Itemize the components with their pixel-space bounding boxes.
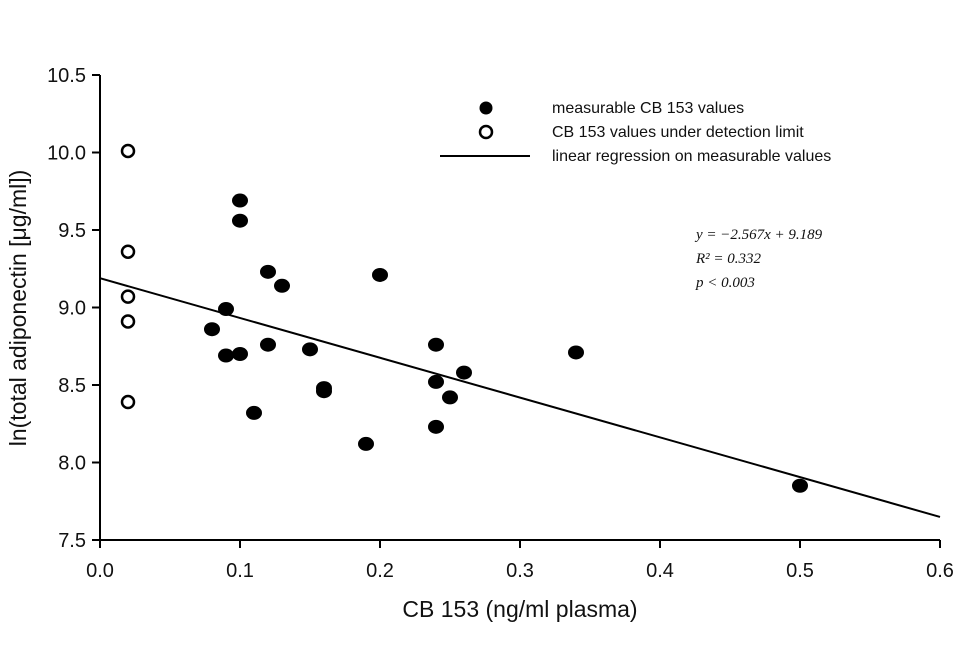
data-point-measurable bbox=[456, 365, 472, 380]
data-point-measurable bbox=[260, 264, 276, 279]
x-tick-label: 0.4 bbox=[646, 560, 674, 582]
legend-label-regression: linear regression on measurable values bbox=[552, 148, 831, 165]
x-tick-label: 0.5 bbox=[786, 560, 814, 582]
data-point-measurable bbox=[428, 337, 444, 352]
x-tick-label: 0.2 bbox=[366, 560, 394, 582]
x-axis-title: CB 153 (ng/ml plasma) bbox=[402, 596, 637, 622]
points-layer bbox=[120, 143, 808, 493]
data-point-measurable bbox=[428, 374, 444, 389]
data-point-below-limit bbox=[120, 314, 136, 329]
x-tick-label: 0.1 bbox=[226, 560, 254, 582]
x-tick-label: 0.3 bbox=[506, 560, 534, 582]
data-point-measurable bbox=[302, 342, 318, 357]
data-point-below-limit bbox=[120, 143, 136, 159]
regression-layer bbox=[99, 277, 941, 518]
regression-r-squared: R² = 0.332 bbox=[695, 251, 762, 267]
data-point-measurable bbox=[372, 267, 388, 282]
regression-equation: y = −2.567x + 9.189 bbox=[694, 227, 823, 243]
data-point-below-limit bbox=[120, 394, 136, 410]
data-point-measurable bbox=[232, 347, 248, 361]
legend-marker-measurable bbox=[479, 101, 493, 115]
regression-line bbox=[99, 277, 941, 518]
data-point-measurable bbox=[204, 322, 220, 337]
y-tick-label: 10.0 bbox=[47, 143, 86, 165]
y-tick-label: 9.5 bbox=[58, 220, 86, 242]
data-point-measurable bbox=[232, 213, 248, 228]
data-point-measurable bbox=[218, 302, 234, 317]
y-tick-label: 10.5 bbox=[47, 65, 86, 87]
y-tick-label: 7.5 bbox=[58, 530, 86, 552]
data-point-measurable bbox=[428, 419, 444, 434]
data-point-measurable bbox=[568, 345, 584, 360]
x-tick-label: 0.0 bbox=[86, 560, 114, 582]
x-tick-label: 0.6 bbox=[926, 560, 954, 582]
y-tick-label: 8.5 bbox=[58, 375, 86, 397]
data-point-measurable bbox=[218, 348, 234, 363]
legend-label-below-limit: CB 153 values under detection limit bbox=[552, 124, 804, 141]
regression-stats: y = −2.567x + 9.189 R² = 0.332 p < 0.003 bbox=[694, 227, 823, 291]
y-axis-title: ln(total adiponectin [μg/ml]) bbox=[5, 170, 31, 447]
data-point-measurable bbox=[246, 405, 262, 420]
y-tick-label: 9.0 bbox=[58, 298, 86, 320]
data-point-measurable bbox=[274, 278, 290, 293]
regression-p-value: p < 0.003 bbox=[695, 275, 755, 291]
legend-marker-below-limit bbox=[478, 124, 494, 140]
y-tick-label: 8.0 bbox=[58, 453, 86, 475]
data-point-measurable bbox=[316, 384, 332, 399]
data-point-below-limit bbox=[120, 244, 136, 259]
data-point-measurable bbox=[260, 337, 276, 352]
data-point-measurable bbox=[232, 193, 248, 208]
data-point-measurable bbox=[792, 478, 808, 493]
data-point-below-limit bbox=[120, 289, 136, 304]
axes: 0.0 0.1 0.2 0.3 0.4 0.5 0.6 7.5 8.0 8.5 9.0 9.5 10.0… bbox=[47, 65, 954, 582]
legend: measurable CB 153 values CB 153 values u… bbox=[440, 100, 831, 165]
data-point-measurable bbox=[442, 390, 458, 405]
legend-label-measurable: measurable CB 153 values bbox=[552, 100, 744, 117]
data-point-measurable bbox=[358, 436, 374, 451]
